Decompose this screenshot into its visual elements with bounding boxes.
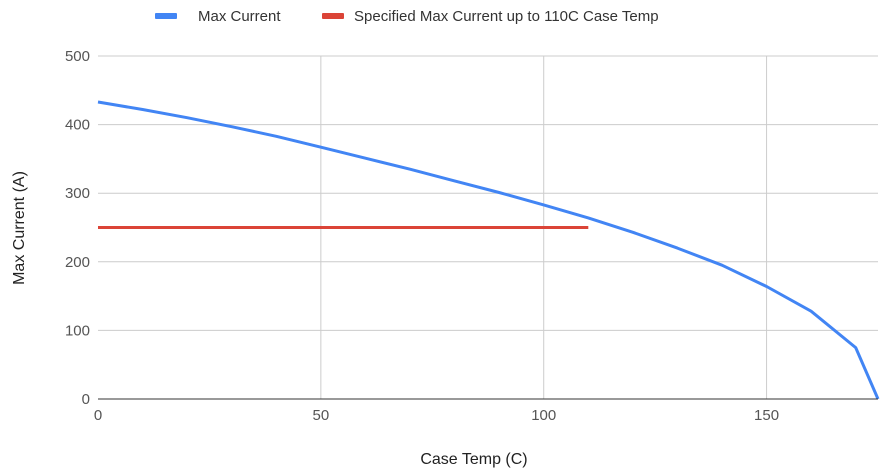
- y-tick-label: 500: [65, 48, 90, 65]
- y-tick-label: 100: [65, 322, 90, 339]
- y-tick-label: 0: [82, 391, 90, 408]
- series-line-0: [97, 100, 880, 400]
- x-tick-label: 50: [313, 407, 330, 424]
- y-tick-label: 300: [65, 185, 90, 202]
- x-axis-title: Case Temp (C): [420, 451, 527, 468]
- y-axis-title: Max Current (A): [11, 171, 28, 285]
- y-tick-label: 400: [65, 117, 90, 134]
- plot-series: [97, 100, 880, 400]
- legend-swatch-specified-max-current: [322, 13, 344, 19]
- legend: Max Current Specified Max Current up to …: [155, 8, 659, 25]
- x-tick-label: 100: [531, 407, 556, 424]
- legend-item-specified-max-current[interactable]: Specified Max Current up to 110C Case Te…: [322, 8, 659, 25]
- legend-swatch-max-current: [155, 13, 177, 19]
- legend-label-specified-max-current: Specified Max Current up to 110C Case Te…: [354, 8, 659, 25]
- y-tick-label: 200: [65, 254, 90, 271]
- x-tick-label: 0: [94, 407, 102, 424]
- x-tick-label: 150: [754, 407, 779, 424]
- legend-item-max-current[interactable]: Max Current: [155, 8, 281, 25]
- legend-label-max-current: Max Current: [198, 8, 281, 25]
- x-axis-ticks: 0 50 100 150: [94, 407, 779, 424]
- y-axis-ticks: 0 100 200 300 400 500: [65, 48, 90, 408]
